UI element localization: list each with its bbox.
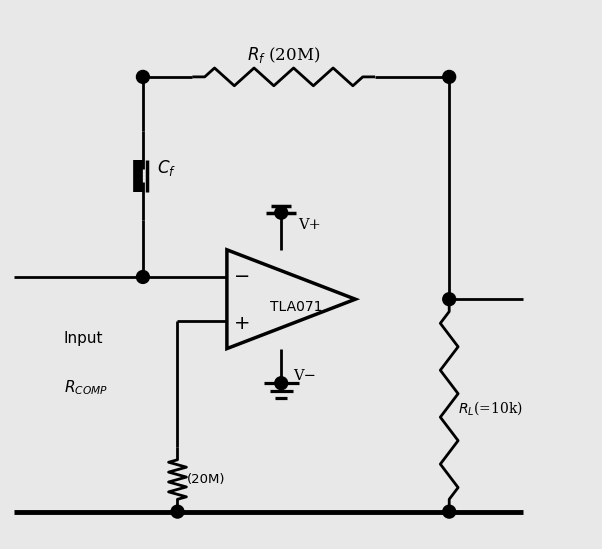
Text: $R_{COMP}$: $R_{COMP}$ — [64, 379, 108, 397]
Text: V−: V− — [294, 369, 317, 383]
Circle shape — [171, 505, 184, 518]
Text: $-$: $-$ — [232, 265, 249, 284]
Circle shape — [137, 271, 149, 283]
Text: $R_f$ (20M): $R_f$ (20M) — [247, 44, 320, 65]
Circle shape — [443, 70, 456, 83]
Circle shape — [275, 206, 288, 219]
Text: $R_L$(=10k): $R_L$(=10k) — [458, 399, 523, 417]
Text: V+: V+ — [299, 218, 321, 232]
Text: TLA071: TLA071 — [270, 300, 322, 313]
Circle shape — [443, 293, 456, 306]
Text: (20M): (20M) — [187, 473, 225, 486]
Text: $C_f$: $C_f$ — [157, 158, 176, 178]
Text: Input: Input — [64, 331, 104, 346]
Circle shape — [137, 70, 149, 83]
Text: $+$: $+$ — [232, 315, 249, 333]
Circle shape — [275, 377, 288, 390]
Circle shape — [443, 505, 456, 518]
